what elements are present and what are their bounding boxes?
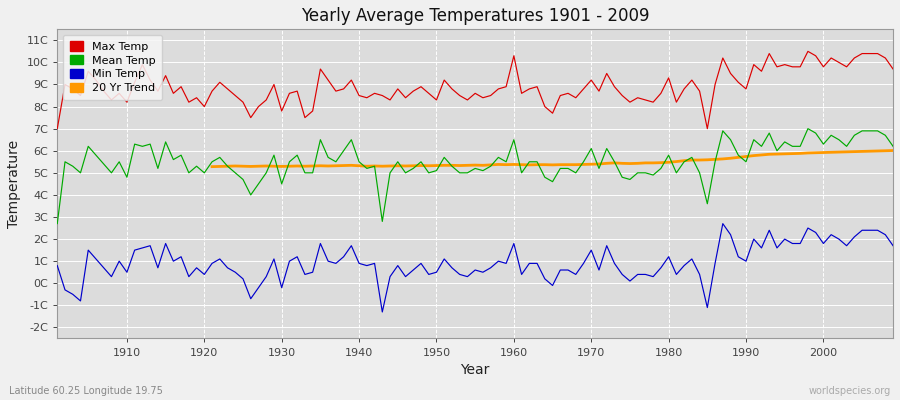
Min Temp [52,263,63,268]
Text: Latitude 60.25 Longitude 19.75: Latitude 60.25 Longitude 19.75 [9,386,163,396]
Legend: Max Temp, Mean Temp, Min Temp, 20 Yr Trend: Max Temp, Mean Temp, Min Temp, 20 Yr Tre… [63,35,162,100]
Max Temp [803,49,814,54]
Line: Min Temp: Min Temp [58,224,893,312]
Min Temp [717,221,728,226]
Max Temp [887,67,898,72]
X-axis label: Year: Year [461,363,490,377]
Max Temp [113,91,124,96]
Min Temp [113,259,124,264]
20 Yr Trend [207,164,218,169]
Max Temp [508,53,519,58]
Min Temp [330,261,341,266]
Y-axis label: Temperature: Temperature [7,140,21,228]
20 Yr Trend [292,164,302,168]
Line: 20 Yr Trend: 20 Yr Trend [212,150,893,167]
Mean Temp [601,146,612,151]
Mean Temp [330,159,341,164]
Min Temp [517,272,527,277]
Max Temp [601,71,612,76]
Mean Temp [887,144,898,149]
Max Temp [284,91,295,96]
Min Temp [508,241,519,246]
20 Yr Trend [887,148,898,153]
Text: worldspecies.org: worldspecies.org [809,386,891,396]
Max Temp [330,89,341,94]
20 Yr Trend [810,150,821,155]
Mean Temp [113,159,124,164]
Min Temp [609,261,620,266]
Min Temp [887,243,898,248]
Title: Yearly Average Temperatures 1901 - 2009: Yearly Average Temperatures 1901 - 2009 [301,7,650,25]
Min Temp [284,259,295,264]
Max Temp [52,126,63,131]
20 Yr Trend [346,163,356,168]
Mean Temp [52,221,63,226]
Line: Max Temp: Max Temp [58,51,893,129]
20 Yr Trend [276,164,287,169]
Max Temp [500,84,511,89]
20 Yr Trend [555,162,566,167]
Mean Temp [500,159,511,164]
Mean Temp [284,159,295,164]
Line: Mean Temp: Mean Temp [58,129,893,224]
Mean Temp [508,137,519,142]
Min Temp [377,310,388,314]
Mean Temp [803,126,814,131]
20 Yr Trend [470,163,481,168]
